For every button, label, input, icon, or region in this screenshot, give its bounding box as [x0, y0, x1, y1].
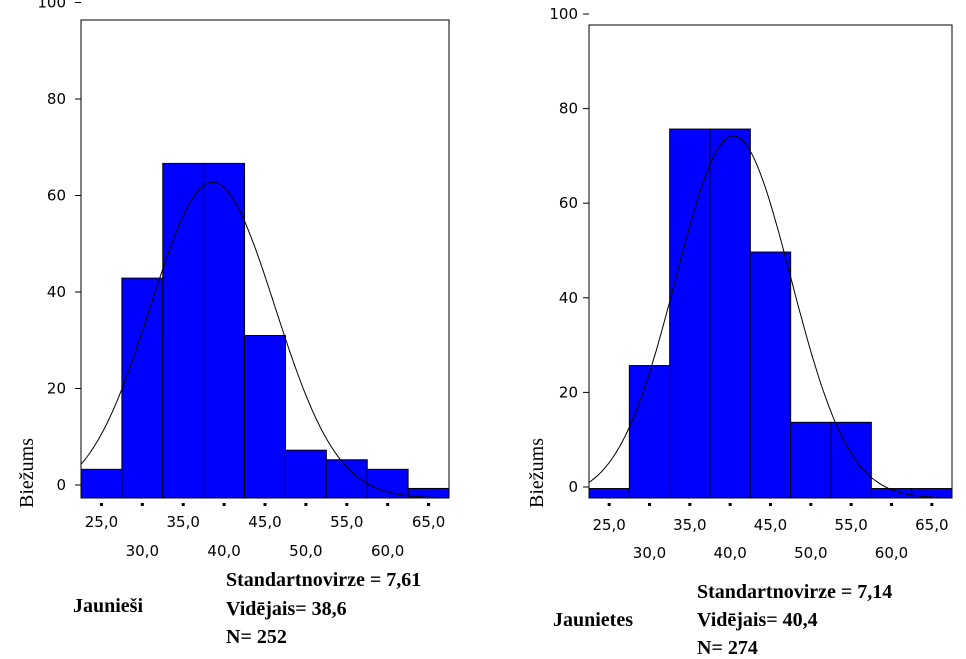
x-tick-label: 50,0 [794, 544, 827, 562]
bar [911, 488, 953, 499]
y-axis-label: Biežums [526, 438, 548, 508]
bar [366, 468, 409, 499]
bar [325, 459, 368, 499]
mean-label: Vidējais= 38,6 [226, 598, 347, 620]
x-tick-label: 55,0 [834, 516, 867, 534]
x-tick-label: 30,0 [126, 542, 159, 560]
bar [749, 251, 792, 499]
x-tick-label: 35,0 [167, 513, 200, 531]
bar [628, 365, 671, 499]
x-tick-label: 30,0 [633, 544, 666, 562]
mean-label: Vidējais= 40,4 [697, 609, 818, 631]
bar [203, 162, 246, 499]
x-tick [99, 503, 103, 506]
y-tick-label: 80 [559, 100, 578, 118]
histogram-jauniesi: 0 20 40 60 80 100 25,0 35,0 45,0 55,0 65,0 30,0 40,… [16, 0, 450, 648]
x-tick [890, 503, 893, 506]
x-tick [345, 503, 349, 506]
x-tick [304, 503, 308, 506]
normal-curve [80, 181, 450, 499]
x-tick-label: 45,0 [248, 513, 281, 531]
x-axis: 25,0 35,0 45,0 55,0 65,0 30,0 40,0 50,0 60,0 [85, 503, 445, 560]
y-axis: 0 20 40 60 80 100 [37, 0, 81, 494]
y-axis-label: Biežums [16, 438, 38, 508]
x-tick [222, 503, 226, 506]
x-axis: 25,0 35,0 45,0 55,0 65,0 30,0 40,0 50,0 60,0 [592, 503, 949, 562]
x-tick-label: 45,0 [754, 516, 787, 534]
x-tick [728, 503, 732, 506]
bar [588, 488, 630, 499]
x-tick [427, 503, 431, 506]
x-tick [769, 503, 772, 506]
bar [790, 421, 832, 499]
x-tick [648, 503, 651, 506]
y-tick-label: 40 [559, 289, 578, 307]
bar [80, 468, 123, 499]
bar [121, 277, 164, 499]
normal-curve [588, 135, 952, 499]
group-label: Jaunietes [553, 609, 633, 631]
bar [830, 421, 872, 499]
bar [162, 162, 205, 499]
x-tick [809, 503, 813, 506]
y-tick-label: 20 [559, 383, 578, 401]
x-tick-label: 50,0 [289, 542, 322, 560]
group-label: Jaunieši [73, 595, 143, 617]
x-tick [688, 503, 692, 506]
bar [284, 449, 327, 499]
x-tick [181, 503, 185, 506]
x-tick [263, 503, 267, 506]
x-tick-label: 40,0 [713, 544, 746, 562]
x-tick-label: 25,0 [592, 516, 625, 534]
x-tick-label: 65,0 [915, 516, 948, 534]
y-tick-label: 60 [47, 187, 66, 205]
x-tick-label: 60,0 [371, 542, 404, 560]
x-tick [849, 503, 853, 506]
y-tick-label: 0 [56, 476, 66, 494]
x-tick [930, 503, 934, 506]
x-tick [607, 503, 611, 506]
x-tick [386, 503, 390, 506]
y-axis: 0 20 40 60 80 100 [549, 5, 589, 496]
x-tick-label: 65,0 [412, 513, 445, 531]
y-tick-label: 20 [47, 380, 66, 398]
y-tick-label: 100 [37, 0, 66, 12]
n-label: N= 274 [697, 637, 758, 659]
n-label: N= 252 [226, 626, 287, 648]
y-tick-label: 40 [47, 283, 66, 301]
bars [588, 128, 953, 499]
y-tick-label: 80 [47, 90, 66, 108]
x-tick-label: 25,0 [85, 513, 118, 531]
bar [407, 487, 450, 499]
y-tick-label: 100 [549, 5, 578, 23]
x-tick-label: 60,0 [875, 544, 908, 562]
x-tick-label: 40,0 [207, 542, 240, 560]
bar [244, 334, 286, 499]
x-tick [140, 503, 144, 506]
bar [669, 128, 711, 499]
histogram-jaunietes: 0 20 40 60 80 100 25,0 35,0 45,0 55,0 65,0 30,0 40,… [526, 5, 953, 659]
bar [709, 128, 751, 499]
x-tick-label: 55,0 [330, 513, 363, 531]
y-tick-label: 60 [559, 194, 578, 212]
y-tick-label: 0 [568, 478, 578, 496]
bars [80, 162, 450, 499]
std-label: Standartnovirze = 7,14 [697, 581, 892, 603]
x-tick-label: 35,0 [673, 516, 706, 534]
std-label: Standartnovirze = 7,61 [226, 569, 421, 591]
